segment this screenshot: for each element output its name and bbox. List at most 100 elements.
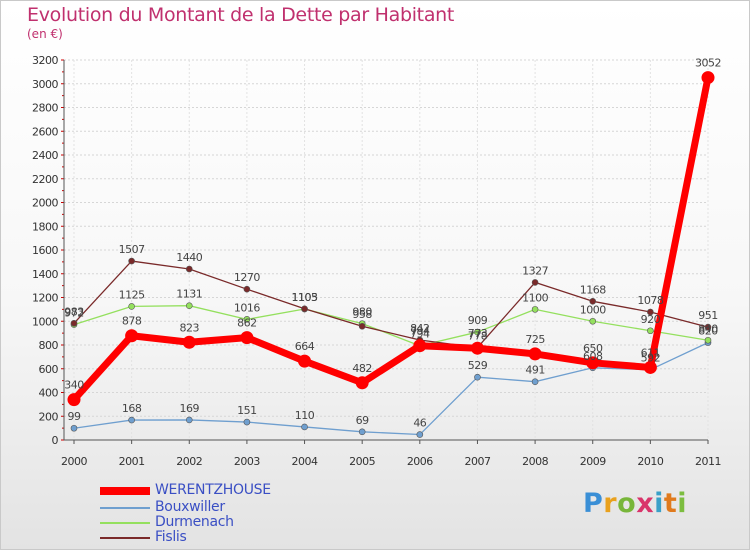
data-label-fislis: 951	[698, 309, 718, 322]
data-point-werentzhouse	[643, 360, 657, 374]
y-tick-label: 800	[39, 339, 59, 352]
data-point-fislis	[531, 279, 539, 286]
legend-label-bouxwiller: Bouxwiller	[155, 499, 225, 515]
y-tick-label: 3000	[32, 78, 58, 91]
grid-lines	[64, 59, 709, 441]
legend-label-werentzhouse: WERENTZHOUSE	[155, 482, 271, 498]
data-label-fislis: 1327	[522, 264, 548, 277]
series-line-werentzhouse	[70, 74, 712, 404]
y-tick-label: 3200	[32, 54, 58, 67]
data-point-durmenach	[589, 317, 597, 325]
data-label-werentzhouse: 794	[410, 325, 430, 338]
data-label-durmenach: 1000	[580, 303, 606, 316]
axes: 0 200 400 600 800 1000 1200 1400 1600 1800 2000 220…	[32, 54, 722, 468]
data-point-werentzhouse	[355, 376, 369, 390]
x-tick-label: 2004	[292, 455, 318, 468]
data-point-werentzhouse	[528, 347, 542, 361]
x-tick-label: 2001	[119, 455, 145, 468]
data-point-durmenach	[531, 306, 539, 313]
data-label-fislis: 1078	[637, 294, 663, 307]
data-point-fislis	[70, 319, 78, 327]
data-point-fislis	[185, 265, 193, 273]
data-point-bouxwiller	[185, 416, 193, 424]
x-tick-label: 2003	[234, 455, 260, 468]
data-label-fislis: 1105	[292, 291, 318, 304]
y-tick-label: 600	[39, 363, 59, 376]
data-label-fislis: 958	[352, 308, 372, 321]
y-tick-label: 2800	[32, 102, 58, 115]
data-point-fislis	[243, 285, 251, 293]
data-point-werentzhouse	[67, 393, 81, 407]
data-point-werentzhouse	[182, 335, 196, 349]
data-label-durmenach: 980	[352, 306, 372, 319]
data-label-bouxwiller: 608	[583, 350, 603, 363]
data-label-werentzhouse: 725	[525, 333, 545, 346]
data-point-durmenach	[647, 327, 654, 335]
y-tick-label: 1800	[32, 220, 58, 233]
data-point-durmenach	[185, 302, 193, 309]
data-point-bouxwiller	[358, 428, 366, 436]
data-label-fislis: 1270	[234, 271, 260, 284]
data-label-werentzhouse: 3052	[695, 57, 721, 70]
series-line-bouxwiller	[73, 341, 709, 436]
x-tick-label: 2000	[61, 455, 87, 468]
legend-swatch-bouxwiller	[100, 507, 150, 509]
data-point-fislis	[358, 322, 366, 330]
data-point-fislis	[301, 305, 308, 313]
data-label-bouxwiller: 110	[295, 409, 315, 422]
data-label-durmenach: 1125	[119, 288, 145, 301]
data-label-werentzhouse: 823	[180, 321, 200, 334]
data-label-fislis: 842	[410, 322, 430, 335]
data-point-bouxwiller	[128, 416, 135, 424]
data-label-werentzhouse: 650	[583, 342, 603, 355]
data-label-durmenach: 1100	[522, 291, 548, 304]
data-label-bouxwiller: 592	[641, 352, 661, 365]
series-line-durmenach	[73, 305, 709, 347]
y-tick-label: 0	[52, 434, 59, 447]
data-point-werentzhouse	[125, 329, 139, 343]
data-label-fislis: 1168	[580, 283, 606, 296]
x-tick-label: 2005	[349, 455, 375, 468]
x-tick-label: 2011	[695, 455, 721, 468]
data-label-werentzhouse: 878	[122, 315, 142, 328]
data-point-werentzhouse	[298, 354, 312, 368]
y-tick-label: 400	[39, 387, 59, 400]
legend-label-durmenach: Durmenach	[155, 514, 234, 530]
data-label-werentzhouse: 862	[237, 317, 257, 330]
data-label-durmenach: 1131	[176, 288, 202, 301]
data-point-durmenach	[704, 336, 712, 344]
data-label-bouxwiller: 491	[525, 364, 545, 377]
series-line-fislis	[73, 260, 709, 349]
data-point-werentzhouse	[470, 341, 484, 355]
data-point-bouxwiller	[243, 418, 251, 426]
data-point-bouxwiller	[474, 373, 481, 381]
y-tick-label: 2200	[32, 173, 58, 186]
data-point-bouxwiller	[416, 431, 424, 438]
data-point-fislis	[647, 308, 654, 316]
y-tick-label: 2000	[32, 197, 58, 210]
data-label-bouxwiller: 169	[180, 402, 200, 415]
data-label-bouxwiller: 99	[68, 410, 81, 423]
data-label-fislis: 983	[64, 305, 84, 318]
legend-swatch-fislis	[100, 537, 150, 539]
data-point-fislis	[704, 323, 712, 331]
data-label-bouxwiller: 529	[468, 359, 488, 372]
data-point-werentzhouse	[413, 339, 427, 353]
data-label-werentzhouse: 340	[64, 379, 84, 392]
data-point-durmenach	[128, 303, 135, 310]
data-label-fislis: 1440	[176, 251, 202, 264]
data-label-fislis: 1507	[119, 243, 145, 256]
x-tick-label: 2006	[407, 455, 433, 468]
data-label-fislis: 778	[468, 330, 488, 343]
data-point-werentzhouse	[586, 356, 600, 370]
series-layer	[67, 71, 715, 438]
proxiti-logo: Proxiti	[583, 488, 688, 519]
data-label-bouxwiller: 820	[698, 325, 718, 338]
data-label-durmenach: 920	[641, 313, 661, 326]
data-point-werentzhouse	[240, 331, 254, 345]
data-point-durmenach	[243, 316, 251, 323]
data-point-fislis	[128, 257, 135, 265]
data-labels: 99 168 169 151 110 69 46 529 491 608 592 820 972 1125…	[64, 57, 721, 430]
chart-title: Evolution du Montant de la Dette par Hab…	[27, 4, 455, 26]
